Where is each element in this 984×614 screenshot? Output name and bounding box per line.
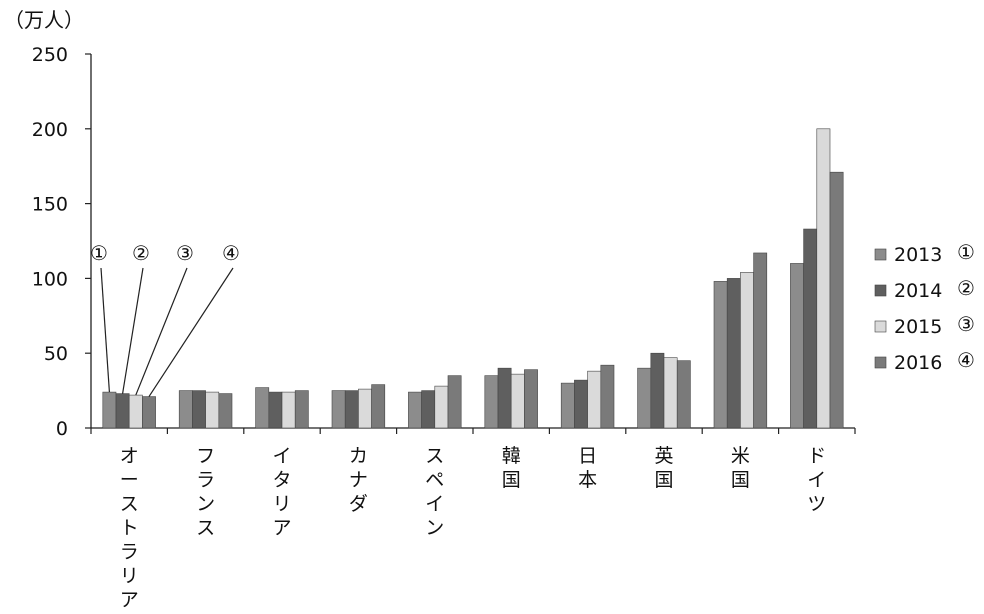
bar-2014 [803, 228, 818, 429]
bar-2014 [497, 367, 512, 429]
bar-2015 [128, 394, 143, 429]
bar-2016 [753, 252, 768, 429]
bar-2013 [560, 382, 575, 429]
y-tick-label: 0 [56, 418, 68, 440]
bar-2015 [510, 373, 525, 429]
bar-2016 [524, 369, 538, 429]
marker-leader-line [122, 267, 144, 394]
category-label: ドイツ [807, 445, 826, 515]
bar-2013 [637, 367, 652, 429]
category-label: 英国 [654, 445, 673, 491]
y-tick-label: 150 [32, 194, 68, 216]
bar-2013 [408, 391, 422, 429]
category-label: スペイン [425, 445, 444, 539]
bar-2013 [790, 263, 804, 429]
bar-2015 [663, 357, 678, 429]
bar-2016 [142, 396, 156, 429]
bar-2015 [358, 388, 372, 429]
bar-2013 [255, 387, 270, 429]
bar-2015 [816, 128, 831, 429]
legend-label: 2015 [894, 316, 942, 338]
y-unit-label: （万人） [4, 8, 84, 32]
legend-label: 2014 [894, 280, 942, 302]
bar-2013 [713, 281, 728, 429]
marker-leader-line [100, 267, 110, 393]
y-tick-label: 200 [32, 119, 68, 141]
category-label: 韓国 [502, 445, 521, 491]
bar-2015 [587, 370, 602, 429]
bar-2015 [434, 385, 449, 429]
bar-2014 [115, 393, 130, 429]
bar-2016 [294, 390, 309, 429]
bar-2016 [447, 375, 462, 429]
series-marker: ① [90, 241, 108, 265]
legend-label: 2013 [894, 244, 942, 266]
bar-2014 [726, 278, 741, 429]
category-label: イタリア [272, 445, 291, 539]
series-marker: ③ [176, 241, 194, 265]
legend-swatch [874, 248, 887, 261]
category-label: フランス [196, 445, 215, 539]
legend-marker: ④ [957, 348, 975, 372]
bar-2016 [829, 171, 844, 429]
bar-2014 [344, 390, 359, 429]
bar-2014 [268, 391, 283, 429]
bar-2013 [178, 390, 193, 429]
bar-2016 [218, 393, 233, 429]
bar-2013 [484, 375, 499, 429]
bar-2016 [371, 384, 386, 429]
marker-leader-line [135, 267, 188, 396]
legend-swatch [874, 356, 887, 369]
legend-label: 2016 [894, 352, 942, 374]
bar-2014 [192, 390, 206, 429]
category-label: 日本 [578, 445, 597, 491]
legend-marker: ③ [957, 312, 975, 336]
legend-marker: ② [957, 276, 975, 300]
legend-swatch [874, 320, 887, 333]
bar-2015 [740, 272, 754, 429]
bar-2014 [650, 352, 665, 429]
category-label: 米国 [731, 445, 750, 491]
y-tick-label: 250 [32, 44, 68, 66]
y-tick-label: 50 [44, 343, 68, 365]
bar-2016 [600, 364, 615, 429]
bar-2014 [421, 390, 436, 429]
category-label: オーストラリア [120, 445, 139, 610]
legend-swatch [874, 284, 887, 297]
series-marker: ② [132, 241, 150, 265]
bar-2016 [676, 360, 691, 429]
marker-leader-line [148, 267, 234, 397]
bar-2013 [331, 390, 346, 429]
bar-2015 [281, 391, 296, 429]
series-marker: ④ [222, 241, 240, 265]
bar-2013 [102, 391, 117, 429]
bar-2015 [205, 391, 220, 429]
y-tick-label: 100 [32, 268, 68, 290]
legend-marker: ① [957, 240, 975, 264]
bar-2014 [574, 379, 588, 429]
category-label: カナダ [349, 445, 368, 515]
